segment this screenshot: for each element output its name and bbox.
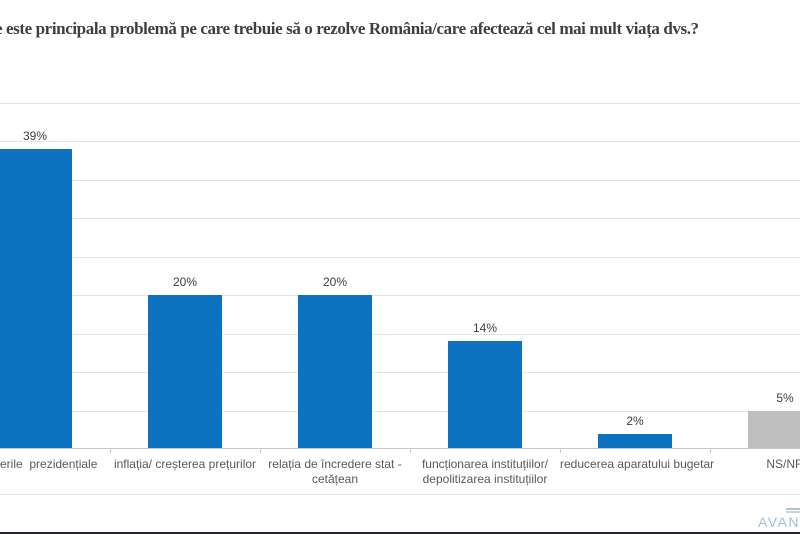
gridline-10pct [0, 372, 800, 373]
bar-5 [598, 433, 672, 449]
category-label-6: NS/NR [710, 457, 800, 472]
bar-4 [448, 341, 522, 449]
axis-tick [260, 448, 261, 453]
bar-1 [0, 148, 72, 449]
chart-title: e este principala problemă pe care trebu… [0, 19, 699, 38]
x-axis-line [0, 448, 800, 449]
category-label-3: relația de încredere stat - cetățean [260, 457, 410, 487]
bar-2 [148, 295, 222, 449]
avangarde-logo: AVAN [758, 508, 800, 532]
gridline-45pct [0, 102, 800, 104]
category-label-line: NS/NR [766, 457, 800, 471]
gridline-30pct [0, 218, 800, 219]
category-label-line: inflația/ creșterea prețurilor [113, 457, 257, 471]
category-label-line: erile prezidențiale [0, 457, 98, 471]
gridline-40pct [0, 141, 800, 142]
logo-wordmark: AVAN [758, 514, 800, 530]
bar-value-label-2: 20% [172, 275, 198, 289]
category-label-1: erile prezidențiale [0, 457, 110, 472]
gridline-5pct [0, 410, 800, 412]
logo-tagline-micro-text [786, 511, 800, 513]
logo-tagline-micro-text [786, 508, 800, 510]
axis-tick [110, 448, 111, 453]
category-label-line: funcționarea instituțiilor/ [421, 457, 549, 471]
bar-value-label-6: 5% [776, 390, 794, 405]
gridline-35pct [0, 179, 800, 181]
category-label-5: reducerea aparatului bugetar [560, 457, 715, 472]
gridline-20pct [0, 295, 800, 296]
axis-tick [410, 448, 411, 453]
axis-tick [710, 448, 711, 453]
category-label-line: depolitizarea instituțiilor [422, 472, 548, 486]
category-label-line: reducerea aparatului bugetar [560, 457, 715, 471]
category-label-line: cetățean [311, 472, 359, 486]
category-label-2: inflația/ creșterea prețurilor [110, 457, 260, 472]
gridline-25pct [0, 256, 800, 258]
bar-value-label-5: 2% [626, 413, 644, 428]
slide-bottom-border [0, 531, 800, 534]
bar-value-label-3: 20% [322, 275, 348, 289]
bar-6 [748, 410, 800, 449]
category-label-4: funcționarea instituțiilor/depolitizarea… [410, 457, 560, 487]
footer-divider-line [0, 494, 800, 495]
gridline-15pct [0, 333, 800, 335]
bar-3 [298, 295, 372, 449]
bar-value-label-4: 14% [472, 321, 498, 336]
axis-tick [560, 448, 561, 453]
bar-value-label-1: 39% [22, 128, 48, 143]
category-label-line: relația de încredere stat - [268, 457, 402, 471]
